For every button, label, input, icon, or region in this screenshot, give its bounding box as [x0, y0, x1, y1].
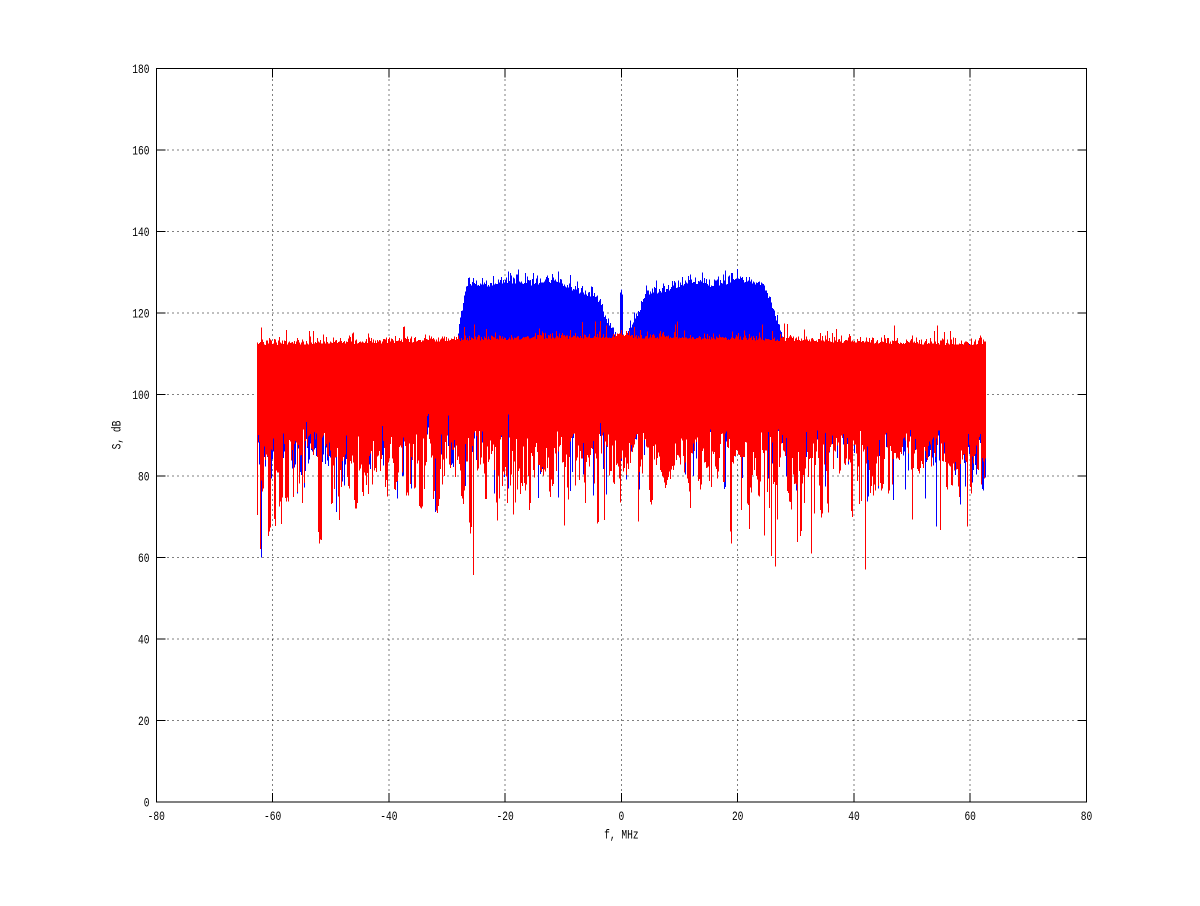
svg-text:40: 40 — [138, 634, 150, 648]
svg-text:60: 60 — [964, 810, 976, 824]
svg-text:80: 80 — [138, 471, 150, 485]
svg-text:0: 0 — [619, 810, 625, 824]
svg-text:-40: -40 — [380, 810, 397, 824]
svg-text:-20: -20 — [496, 810, 513, 824]
svg-text:0: 0 — [144, 797, 150, 811]
svg-text:40: 40 — [848, 810, 860, 824]
svg-text:f, MHz: f, MHz — [604, 829, 639, 843]
svg-text:S, dB: S, dB — [111, 420, 125, 449]
svg-text:60: 60 — [138, 552, 150, 566]
svg-text:100: 100 — [132, 389, 149, 403]
svg-text:20: 20 — [138, 715, 150, 729]
svg-text:180: 180 — [132, 63, 149, 77]
svg-text:-80: -80 — [148, 810, 165, 824]
svg-text:80: 80 — [1081, 810, 1093, 824]
svg-text:20: 20 — [732, 810, 744, 824]
svg-text:120: 120 — [132, 308, 149, 322]
svg-text:160: 160 — [132, 145, 149, 159]
svg-text:-60: -60 — [264, 810, 281, 824]
svg-text:140: 140 — [132, 226, 149, 240]
